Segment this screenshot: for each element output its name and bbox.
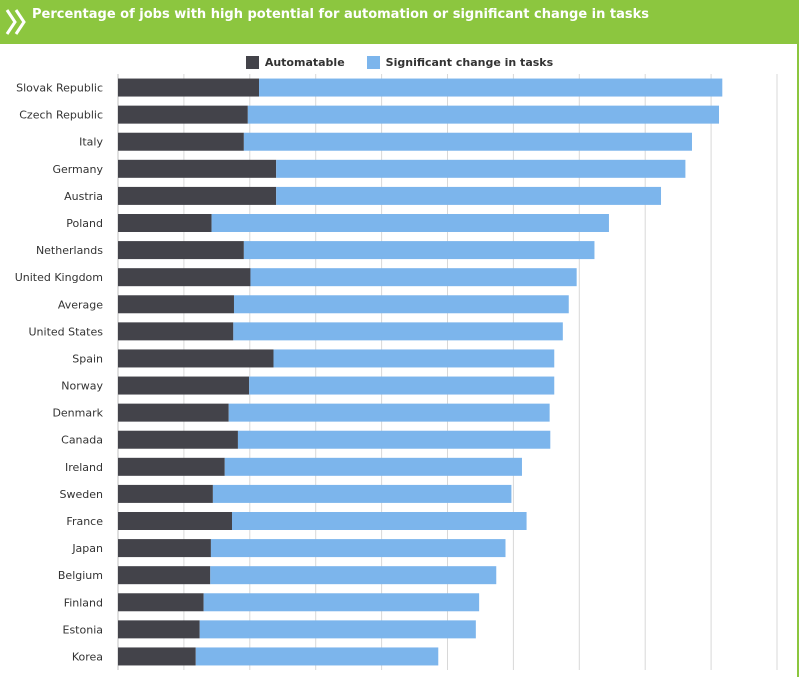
bar-automatable <box>118 159 277 178</box>
category-label: Slovak Republic <box>16 82 103 95</box>
bar-automatable <box>118 132 244 151</box>
frame-border <box>797 44 799 677</box>
bar-automatable <box>118 295 234 314</box>
bar-automatable <box>118 78 260 97</box>
category-label: Sweden <box>60 488 103 501</box>
bar-significant-change <box>233 295 569 314</box>
category-label: Finland <box>64 596 103 609</box>
bar-significant-change <box>276 159 686 178</box>
bar-automatable <box>118 214 212 232</box>
legend-label-significant: Significant change in tasks <box>385 55 554 69</box>
bar-significant-change <box>203 593 480 612</box>
bar-automatable <box>118 512 233 530</box>
chart-title: Percentage of jobs with high potential f… <box>32 7 650 22</box>
legend-label-automatable: Automatable <box>264 55 345 69</box>
category-label: Italy <box>79 136 103 149</box>
bar-automatable <box>118 322 234 341</box>
bar-significant-change <box>211 214 609 232</box>
category-label: Average <box>58 298 103 311</box>
bar-significant-change <box>228 403 550 422</box>
legend-swatch-significant <box>366 55 380 69</box>
bar-automatable <box>118 241 244 260</box>
bar-automatable <box>118 620 200 639</box>
bar-automatable <box>118 268 251 287</box>
bar-significant-change <box>276 186 662 205</box>
legend-item-automatable[interactable]: Automatable <box>245 55 345 69</box>
bar-significant-change <box>243 132 692 151</box>
bar-automatable <box>118 349 274 368</box>
bar-significant-change <box>247 105 720 124</box>
bar-automatable <box>118 430 238 449</box>
bar-automatable <box>118 566 211 585</box>
chart-legend: Automatable Significant change in tasks <box>0 52 799 72</box>
bar-significant-change <box>210 566 497 585</box>
bar-automatable <box>118 539 211 558</box>
bar-significant-change <box>199 620 476 639</box>
category-label: Ireland <box>65 461 103 474</box>
bar-automatable <box>118 457 225 476</box>
bar-significant-change <box>210 539 506 558</box>
category-label: Japan <box>71 542 103 555</box>
chart-header: Percentage of jobs with high potential f… <box>0 0 799 44</box>
category-label: Germany <box>52 163 103 176</box>
bar-significant-change <box>259 78 723 97</box>
bar-significant-change <box>273 349 555 368</box>
bar-automatable <box>118 376 250 395</box>
category-label: Denmark <box>52 407 103 420</box>
category-label: Netherlands <box>36 244 103 257</box>
category-label: France <box>66 515 103 528</box>
bar-significant-change <box>232 512 527 530</box>
double-chevron-right-icon <box>5 9 26 35</box>
bar-significant-change <box>224 457 522 476</box>
bar-significant-change <box>243 241 595 260</box>
category-label: Canada <box>61 434 103 447</box>
category-label: Poland <box>66 217 103 230</box>
bar-significant-change <box>250 268 577 287</box>
bar-significant-change <box>249 376 555 395</box>
bar-significant-change <box>237 430 551 449</box>
bar-significant-change <box>212 484 512 503</box>
bar-automatable <box>118 593 204 612</box>
category-label: Austria <box>64 190 103 203</box>
category-label: United States <box>29 325 104 338</box>
category-label: Spain <box>72 352 103 365</box>
category-label: Norway <box>61 380 103 393</box>
bar-automatable <box>118 647 196 666</box>
bar-significant-change <box>195 647 439 666</box>
bar-automatable <box>118 403 229 422</box>
category-label: Czech Republic <box>19 109 103 122</box>
category-label: Estonia <box>63 623 104 636</box>
category-label: United Kingdom <box>15 271 103 284</box>
legend-swatch-automatable <box>245 55 259 69</box>
bar-automatable <box>118 186 277 205</box>
bar-significant-change <box>233 322 563 341</box>
bar-automatable <box>118 484 213 503</box>
category-label: Belgium <box>58 569 103 582</box>
legend-item-significant[interactable]: Significant change in tasks <box>366 55 554 69</box>
category-label: Korea <box>72 650 103 663</box>
bar-automatable <box>118 105 248 124</box>
